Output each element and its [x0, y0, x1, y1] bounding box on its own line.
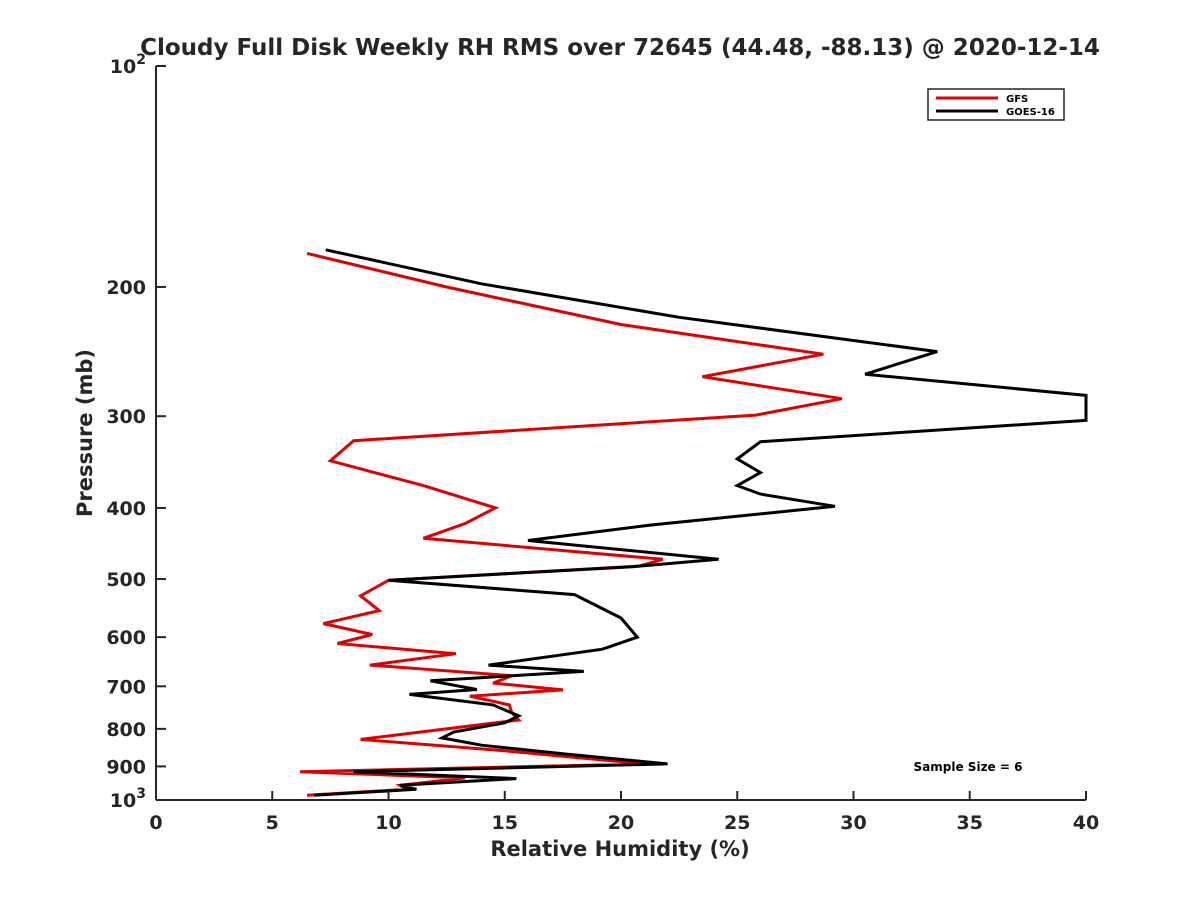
legend-label: GOES-16: [1006, 107, 1055, 118]
y-tick-label: 600: [106, 627, 146, 649]
legend-box: [927, 88, 1065, 121]
sample-size-annotation: Sample Size = 6: [914, 760, 1023, 774]
axes-group: 0 5 10 15 20 25 30 35 40 102 200 300 400 500 600 700 800…: [106, 52, 1099, 834]
x-tick-label: 40: [1073, 812, 1099, 834]
y-tick-label: 500: [106, 569, 146, 591]
x-tick-label: 15: [492, 812, 518, 834]
x-tick-label: 5: [266, 812, 279, 834]
y-tick-label: 700: [106, 676, 146, 698]
series-line-gfs: [300, 251, 843, 797]
legend: GFS GOES-16: [927, 88, 1065, 121]
x-axis-label: Relative Humidity (%): [490, 837, 749, 861]
x-tick-label: 30: [840, 812, 866, 834]
y-axis-label: Pressure (mb): [73, 349, 97, 517]
series-line-goes-16: [314, 248, 1088, 797]
y-tick-label: 300: [106, 406, 146, 428]
y-tick-label: 102: [110, 52, 146, 78]
x-tick-label: 20: [608, 812, 634, 834]
y-tick-label: 200: [106, 277, 146, 299]
y-tick-label: 900: [106, 756, 146, 778]
series-group: [300, 248, 1088, 797]
legend-label: GFS: [1006, 94, 1028, 105]
x-tick-label: 0: [149, 812, 162, 834]
y-tick-label: 800: [106, 719, 146, 741]
x-tick-label: 35: [957, 812, 983, 834]
x-tick-label: 10: [375, 812, 401, 834]
y-tick-label: 400: [106, 498, 146, 520]
x-tick-label: 25: [724, 812, 750, 834]
chart-title: Cloudy Full Disk Weekly RH RMS over 7264…: [140, 35, 1100, 61]
y-tick-label: 103: [110, 786, 146, 812]
